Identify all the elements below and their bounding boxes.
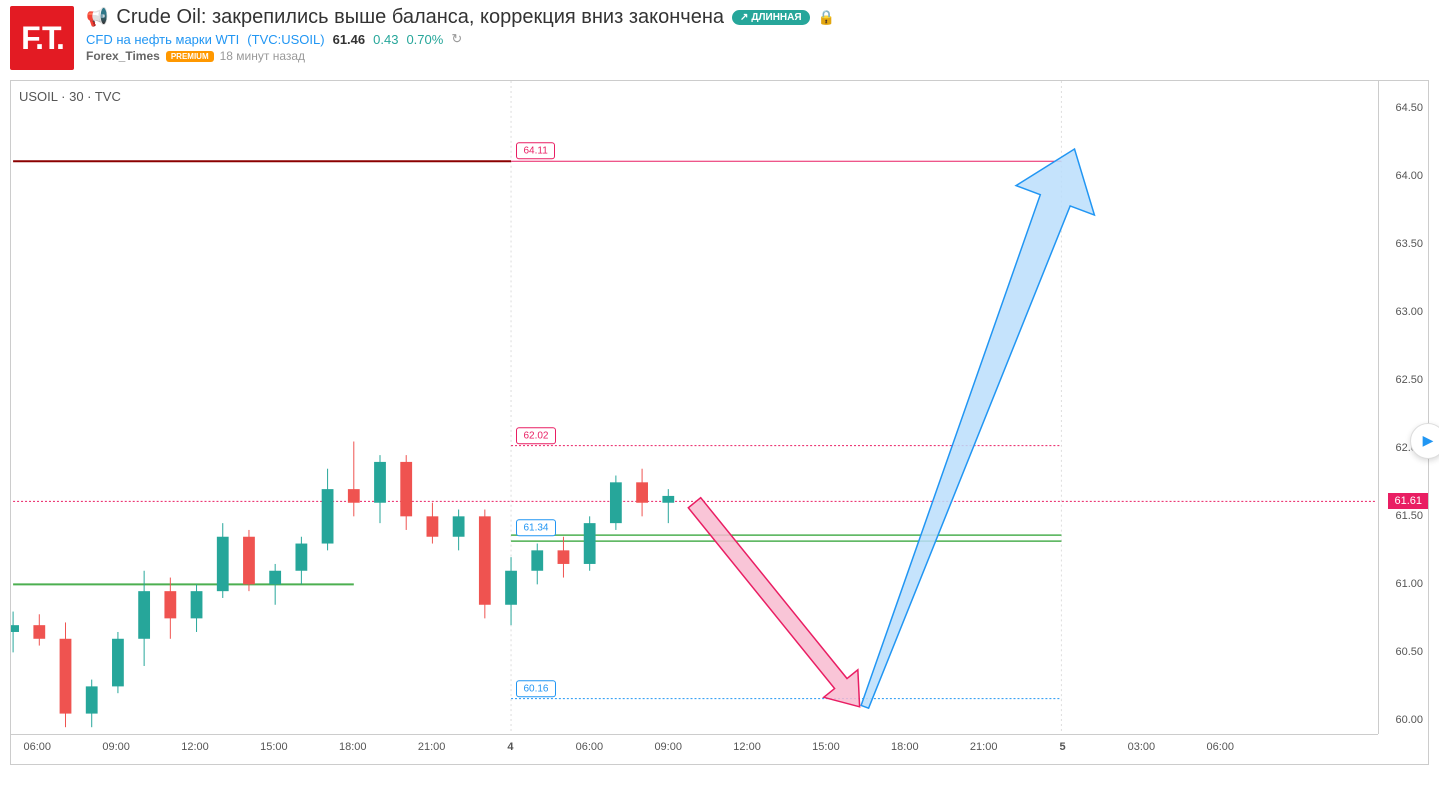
x-tick: 4 bbox=[507, 741, 513, 753]
x-tick: 18:00 bbox=[891, 741, 919, 753]
x-tick: 5 bbox=[1059, 741, 1065, 753]
y-axis: 60.0060.5061.0061.5062.0062.5063.0063.50… bbox=[1378, 81, 1428, 734]
y-tick: 61.50 bbox=[1395, 510, 1423, 522]
price-line-label: 64.11 bbox=[516, 143, 554, 160]
post-title: Crude Oil: закрепились выше баланса, кор… bbox=[116, 6, 724, 29]
x-tick: 21:00 bbox=[970, 741, 998, 753]
logo[interactable]: F.T. bbox=[10, 6, 74, 70]
x-tick: 06:00 bbox=[1207, 741, 1235, 753]
chart-container[interactable]: USOIL · 30 · TVC 64.11 62.02 61.34 60.16 61… bbox=[10, 80, 1429, 765]
x-tick: 06:00 bbox=[24, 741, 52, 753]
refresh-icon[interactable]: ↻ bbox=[451, 31, 462, 47]
price-line-label: 61.34 bbox=[516, 519, 555, 536]
y-tick: 63.00 bbox=[1395, 306, 1423, 318]
price-change-pct: 0.70% bbox=[406, 32, 443, 47]
y-tick: 62.50 bbox=[1395, 374, 1423, 386]
y-tick: 61.00 bbox=[1395, 578, 1423, 590]
price-line-label: 62.02 bbox=[516, 427, 555, 444]
speaker-icon: 📢 bbox=[86, 7, 108, 28]
x-tick: 15:00 bbox=[812, 741, 840, 753]
x-tick: 03:00 bbox=[1128, 741, 1156, 753]
x-tick: 21:00 bbox=[418, 741, 446, 753]
x-tick: 09:00 bbox=[654, 741, 682, 753]
y-tick: 60.50 bbox=[1395, 646, 1423, 658]
instrument-row: CFD на нефть марки WTI (TVC:USOIL) 61.46… bbox=[86, 31, 1429, 47]
premium-badge: PREMIUM bbox=[166, 51, 214, 62]
instrument-link[interactable]: CFD на нефть марки WTI bbox=[86, 32, 239, 47]
current-price-tag: 61.61 bbox=[1388, 493, 1428, 509]
x-tick: 12:00 bbox=[733, 741, 761, 753]
chart-svg bbox=[11, 81, 1378, 734]
x-tick: 18:00 bbox=[339, 741, 367, 753]
y-tick: 64.50 bbox=[1395, 102, 1423, 114]
time-ago: 18 минут назад bbox=[220, 49, 305, 63]
x-tick: 12:00 bbox=[181, 741, 209, 753]
plot-area[interactable]: 64.1162.0261.3460.16 61.61 bbox=[11, 81, 1378, 734]
x-tick: 09:00 bbox=[102, 741, 130, 753]
logo-text: F.T. bbox=[21, 20, 63, 57]
header: F.T. 📢 Crude Oil: закрепились выше балан… bbox=[0, 0, 1439, 76]
direction-badge: ↗ ДЛИННАЯ bbox=[732, 10, 810, 25]
header-content: 📢 Crude Oil: закрепились выше баланса, к… bbox=[86, 6, 1429, 63]
author-name[interactable]: Forex_Times bbox=[86, 49, 160, 63]
title-row: 📢 Crude Oil: закрепились выше баланса, к… bbox=[86, 6, 1429, 29]
current-price: 61.46 bbox=[333, 32, 366, 47]
author-row: Forex_Times PREMIUM 18 минут назад bbox=[86, 49, 1429, 63]
x-tick: 15:00 bbox=[260, 741, 288, 753]
y-tick: 60.00 bbox=[1395, 714, 1423, 726]
chart-info-label: USOIL · 30 · TVC bbox=[19, 89, 121, 104]
y-tick: 64.00 bbox=[1395, 170, 1423, 182]
price-line-label: 60.16 bbox=[516, 680, 555, 697]
lock-icon: 🔒 bbox=[818, 9, 835, 26]
y-tick: 63.50 bbox=[1395, 238, 1423, 250]
price-change-abs: 0.43 bbox=[373, 32, 398, 47]
play-button[interactable]: ▶ bbox=[1410, 423, 1439, 459]
x-tick: 06:00 bbox=[576, 741, 604, 753]
badge-text: ДЛИННАЯ bbox=[751, 12, 801, 23]
x-axis: 06:00 09:00 12:00 15:00 18:00 21:00 4 06:00 09:0… bbox=[11, 734, 1378, 764]
ticker-symbol[interactable]: (TVC:USOIL) bbox=[247, 32, 324, 47]
